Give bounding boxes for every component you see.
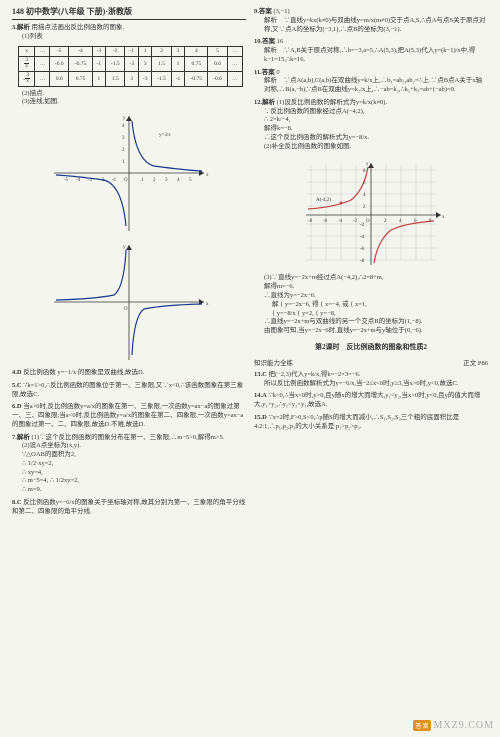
- section-2-title: 第2课时 反比例函数的图象和性质2: [254, 342, 488, 352]
- svg-text:2: 2: [122, 148, 125, 153]
- q15: 15.D ∵x=2时,F>0,S<0,∴p随S的增大而减小,∴S₁,S₂,S₃三…: [254, 414, 488, 432]
- q5: 5.C ∵k=1>0,∴反比例函数的图象位于第一、三象限,又∵x<0,∴该函数图…: [12, 382, 246, 400]
- left-column: 148 初中数学(八年级 下册)·浙教版 3.解析 用描点法画出反比例函数的图象…: [8, 6, 250, 719]
- section-2-page: 正文 P86: [463, 357, 488, 367]
- svg-text:y: y: [366, 162, 369, 167]
- section-2-sub: 知识能力全练: [254, 357, 293, 367]
- svg-text:y=3/x: y=3/x: [159, 133, 171, 138]
- svg-text:2: 2: [384, 219, 387, 224]
- page-header: 148 初中数学(八年级 下册)·浙教版: [12, 6, 246, 20]
- svg-text:-8: -8: [360, 259, 365, 264]
- svg-text:3: 3: [165, 178, 168, 183]
- q13: 13.C 把(−2,3)代入y=k/x,得k=−2×3=−6. 所以反比例函数解…: [254, 371, 488, 389]
- svg-text:8: 8: [363, 169, 366, 174]
- svg-text:-6: -6: [323, 219, 328, 224]
- svg-text:-2: -2: [353, 219, 358, 224]
- svg-text:4: 4: [177, 178, 180, 183]
- chart-1: x y O -5-4-3-2-1 12345 1234 y=3/x: [44, 111, 214, 236]
- table-after: (2)描点. (3)连线,如图.: [12, 90, 246, 108]
- svg-text:O: O: [124, 307, 128, 312]
- svg-text:x: x: [206, 302, 209, 307]
- chart-2: x y O: [44, 240, 214, 365]
- svg-text:-1: -1: [112, 178, 117, 183]
- svg-text:y: y: [123, 116, 126, 121]
- svg-text:y: y: [123, 245, 126, 250]
- svg-text:-5: -5: [64, 178, 69, 183]
- svg-text:x: x: [442, 215, 445, 220]
- svg-text:3: 3: [122, 136, 125, 141]
- svg-text:4: 4: [363, 193, 366, 198]
- table-row: -3x…0.60.7511.53-3-1.5-1-0.75-0.6…: [19, 71, 243, 86]
- svg-text:1: 1: [141, 178, 144, 183]
- q14: 14.A ∵k<0,∴当x<0时,y>0,且y随x的增大而增大,y₁<y₂,当x…: [254, 392, 488, 410]
- watermark-text: MXZ9.COM: [433, 720, 494, 731]
- q4: 4.D 反比例函数 y=−1/x 的图象是双曲线,故选D.: [12, 369, 246, 378]
- table-row: x…-5-4-3-2-112345…: [19, 46, 243, 56]
- table-row: 3x…-0.6-0.75-1-1.5-331.510.750.6…: [19, 56, 243, 71]
- q7: 7.解析 (1)∵这个反比例函数的图象分布在第一、三象限,∴m−5>0,解得m>…: [12, 434, 246, 495]
- q8: 8.C 反比例函数y=−6/x的图象关于坐标轴对称,故其分别为第一、三象限的角平…: [12, 499, 246, 517]
- svg-text:-4: -4: [360, 235, 365, 240]
- svg-text:A(-4,2): A(-4,2): [316, 198, 331, 203]
- svg-text:5: 5: [189, 178, 192, 183]
- q9: 9.答案 (3,−1) 解析 ∵直线y=kx(k≠0)与双曲线y=m/x(m≠0…: [254, 8, 488, 34]
- q12: 12.解析 (1)设反比例函数的解析式为y=k/x(k≠0). ∵反比例函数的图…: [254, 99, 488, 152]
- svg-text:1: 1: [122, 160, 125, 165]
- svg-text:O: O: [124, 178, 128, 183]
- q3: 3.解析 用描点法画出反比例函数的图象. (1)列表: [12, 24, 246, 42]
- svg-text:4: 4: [122, 124, 125, 129]
- svg-text:2: 2: [363, 205, 366, 210]
- chart-3: x y O -8-6-4-2 2468 8642 -2-4-6-8 A(-4,2…: [296, 155, 446, 270]
- svg-text:-2: -2: [360, 223, 365, 228]
- svg-text:-4: -4: [338, 219, 343, 224]
- watermark: 答案 MXZ9.COM: [413, 720, 494, 731]
- svg-text:4: 4: [399, 219, 402, 224]
- q6: 6.D 当a>0时,反比例函数y=a/x的图象在第一、三象限,一次函数y=ax−…: [12, 403, 246, 429]
- q10: 10.答案 16 解析 ∵A,B关于原点对称,∴b=−3,a=5,∴A(5,3)…: [254, 38, 488, 64]
- svg-text:-8: -8: [308, 219, 313, 224]
- svg-text:-6: -6: [360, 247, 365, 252]
- q11: 11.答案 0 解析 ∵点A(a,b),C(a,b)在双曲线y=k/x上,∴b₁…: [254, 69, 488, 95]
- q12b: (3)∵直线y=−2x+m经过点A(−4,2),∴2=8+m, 解得m=−6. …: [254, 274, 488, 335]
- watermark-badge: 答案: [413, 720, 431, 731]
- svg-text:2: 2: [153, 178, 156, 183]
- data-table: x…-5-4-3-2-112345… 3x…-0.6-0.75-1-1.5-33…: [18, 46, 243, 87]
- page: 148 初中数学(八年级 下册)·浙教版 3.解析 用描点法画出反比例函数的图象…: [0, 0, 500, 737]
- svg-text:-4: -4: [76, 178, 81, 183]
- svg-text:O: O: [366, 219, 370, 224]
- right-column: 9.答案 (3,−1) 解析 ∵直线y=kx(k≠0)与双曲线y=m/x(m≠0…: [250, 6, 492, 719]
- svg-text:x: x: [206, 173, 209, 178]
